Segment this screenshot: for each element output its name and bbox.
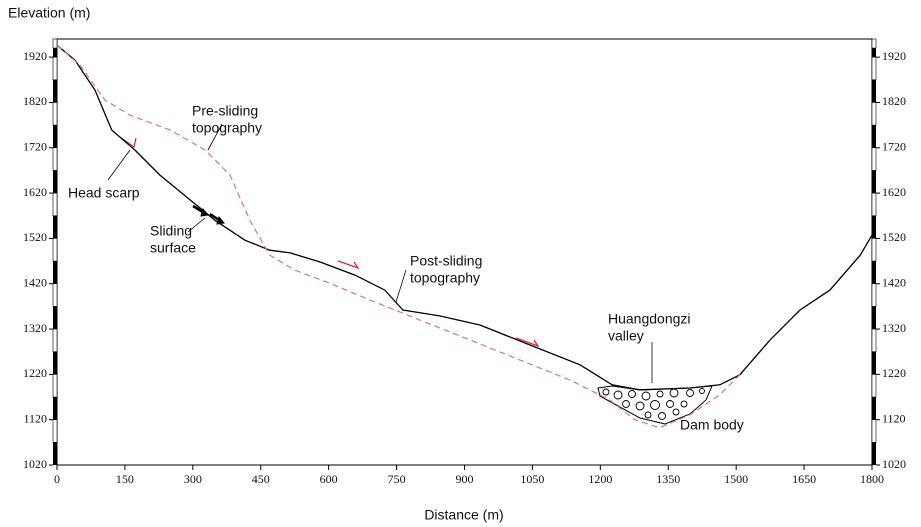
y-tick-label: 1520 [882,230,906,244]
y-tick-label: 1920 [23,49,47,63]
scale-bar [52,328,58,353]
profile-line [56,44,741,429]
scale-bar [53,397,57,420]
y-tick-label: 1820 [882,94,906,108]
scale-bar [53,351,57,375]
scale-bar [52,238,58,262]
y-tick-label: 1920 [882,49,906,63]
scale-bar [872,397,876,420]
x-axis-title: Distance (m) [424,507,503,523]
scale-bar [53,442,57,465]
x-tick-label: 750 [388,472,406,486]
scale-bar [52,102,58,126]
scale-bar [871,283,877,307]
scale-bar [52,56,58,81]
scale-bar [872,79,876,103]
scale-bar [53,261,57,284]
annotation: surface [150,240,196,256]
scale-bar [53,215,57,239]
x-tick-label: 150 [116,472,134,486]
y-tick-label: 1420 [23,275,47,289]
scale-bar [872,442,876,465]
x-tick-label: 1350 [656,472,680,486]
scale-bar [871,38,877,49]
scale-bar [872,48,876,58]
annotation: topography [410,270,480,286]
x-tick-label: 900 [456,472,474,486]
y-tick-label: 1320 [882,321,906,335]
scale-bar [53,79,57,103]
annotation: valley [608,328,644,344]
x-tick-label: 1800 [860,472,884,486]
y-tick-label: 1020 [882,457,906,471]
annotation: Sliding [150,223,192,239]
annotation: topography [192,120,262,136]
x-tick-label: 300 [184,472,202,486]
scale-bar [53,48,57,58]
y-tick-label: 1520 [23,230,47,244]
scale-bar [871,102,877,126]
x-tick-label: 450 [252,472,270,486]
y-tick-label: 1620 [882,185,906,199]
y-tick-label: 1720 [882,140,906,154]
annotation: Huangdongzi [608,311,691,327]
x-tick-label: 0 [54,472,60,486]
x-tick-label: 600 [320,472,338,486]
y-tick-label: 1120 [23,411,47,425]
y-tick-label: 1220 [882,366,906,380]
scale-bar [872,170,876,194]
scale-bar [871,374,877,398]
scale-bar [872,306,876,330]
dam-body [597,385,713,425]
scale-bar [52,419,58,443]
x-tick-label: 1050 [520,472,544,486]
scale-bar [872,215,876,239]
annotation: Head scarp [68,185,140,201]
y-tick-label: 1420 [882,275,906,289]
scale-bar [52,192,58,217]
y-tick-label: 1820 [23,94,47,108]
scale-bar [52,283,58,307]
x-tick-label: 1500 [724,472,748,486]
x-tick-label: 1200 [588,472,612,486]
scale-bar [53,306,57,330]
y-tick-label: 1320 [23,321,47,335]
scale-bar [871,147,877,171]
y-tick-label: 1220 [23,366,47,380]
y-tick-label: 1620 [23,185,47,199]
profile-line [56,44,873,391]
scale-bar [871,328,877,353]
scale-bar [872,125,876,148]
y-axis-title: Elevation (m) [8,5,90,21]
scale-bar [871,56,877,81]
scale-bar [52,38,58,49]
annotation: Post-sliding [410,253,482,269]
scale-bar [53,125,57,148]
annotation: Dam body [680,417,744,433]
scale-bar [872,351,876,375]
scale-bar [52,147,58,171]
scale-bar [53,170,57,194]
y-tick-label: 1720 [23,140,47,154]
scale-bar [872,261,876,284]
y-tick-label: 1020 [23,457,47,471]
scale-bar [871,192,877,217]
scale-bar [871,238,877,262]
leader-lines [107,123,653,383]
scale-bar [871,419,877,443]
scale-bar [52,374,58,398]
annotation: Pre-sliding [192,103,258,119]
x-tick-label: 1650 [792,472,816,486]
y-tick-label: 1120 [882,411,906,425]
